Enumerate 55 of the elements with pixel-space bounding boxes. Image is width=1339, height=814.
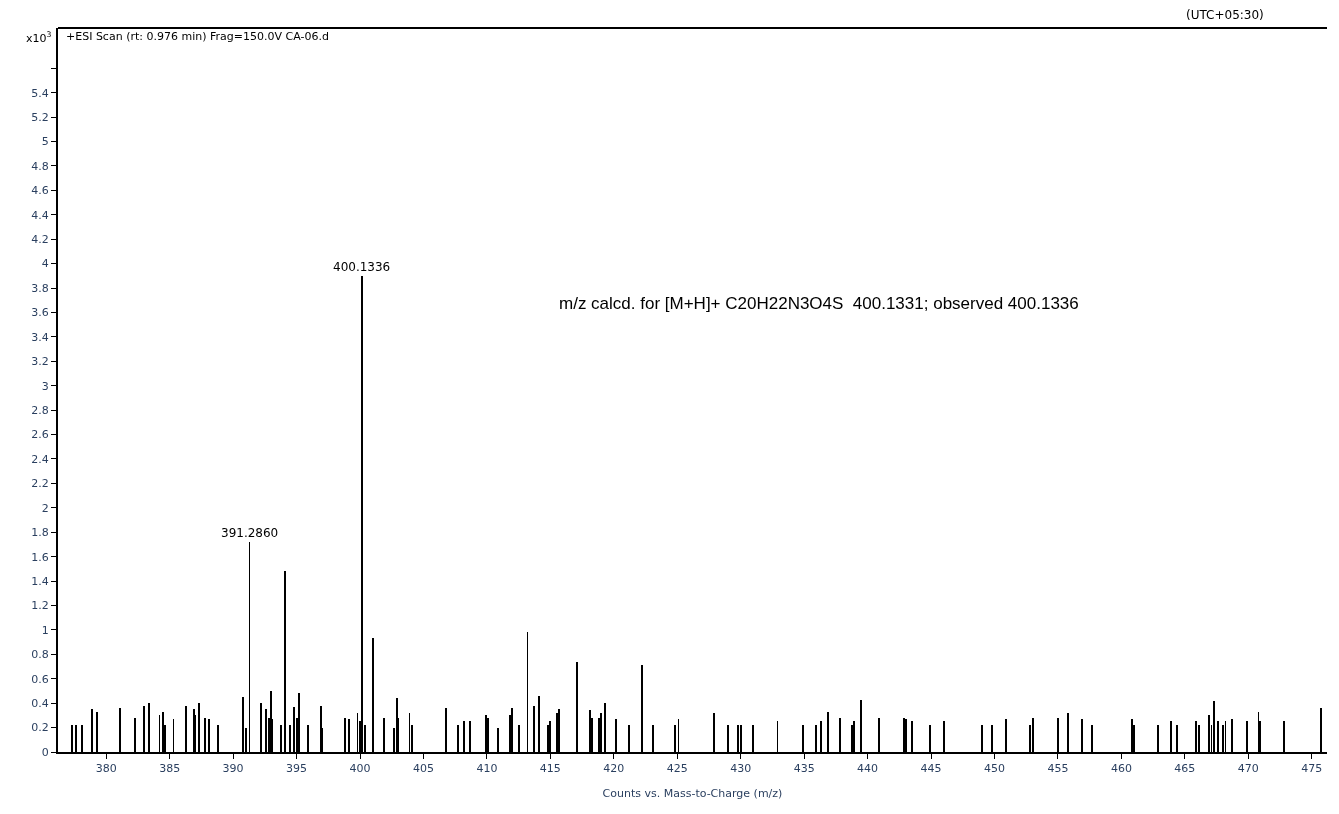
y-tick-label: 1.4 [31, 574, 49, 588]
y-tick-label: 4 [41, 257, 49, 271]
x-tick-label: 470 [1237, 762, 1259, 776]
y-tick-label: 0.2 [31, 721, 49, 735]
x-tick-label: 435 [793, 762, 815, 776]
y-axis-title: x10$^{3}$ [26, 30, 52, 45]
y-tick-label: 1.8 [31, 526, 49, 540]
annotation: 400.1336 [333, 260, 391, 274]
x-tick-label: 385 [159, 762, 181, 776]
y-tick-label: 1 [41, 623, 49, 637]
x-tick-label: 410 [476, 762, 498, 776]
x-tick-label: 400 [349, 762, 371, 776]
y-tick-label: 0.4 [31, 697, 49, 711]
y-tick-label: 0.8 [31, 648, 49, 662]
y-tick-label: 4.2 [31, 233, 49, 247]
y-tick-label: 5.2 [31, 110, 49, 124]
x-tick-label: 445 [920, 762, 942, 776]
y-tick-label: 0 [41, 745, 49, 759]
y-tick-label: 5 [41, 135, 49, 149]
x-tick-label: 465 [1174, 762, 1196, 776]
x-tick-label: 430 [730, 762, 752, 776]
x-tick-label: 425 [666, 762, 688, 776]
annotation: 391.2860 [221, 526, 279, 540]
y-tick-label: 2.2 [31, 477, 49, 491]
y-tick-label: 2.6 [31, 428, 49, 442]
x-tick-label: 460 [1110, 762, 1132, 776]
x-tick-label: 380 [95, 762, 117, 776]
y-tick-label: 1.2 [31, 599, 49, 613]
y-tick-label: 3.8 [31, 281, 49, 295]
y-tick-label: 3 [41, 379, 49, 393]
x-tick-label: 415 [539, 762, 561, 776]
x-tick-label: 440 [857, 762, 879, 776]
y-tick-label: 3.2 [31, 355, 49, 369]
x-tick-label: 390 [222, 762, 244, 776]
y-tick-label: 2.8 [31, 404, 49, 417]
text: (UTC+05:30) [1186, 8, 1264, 22]
x-tick-label: 395 [286, 762, 308, 776]
y-tick-label: 3.6 [31, 306, 49, 320]
y-tick-label: 4.8 [31, 159, 49, 173]
y-tick-label: 4.4 [31, 208, 49, 222]
annotation: m/z calcd. for [M+H]+ C20H22N3O4S 400.1331; observed 400.1336 [559, 294, 1079, 313]
y-tick-label: 0.6 [31, 672, 49, 686]
y-tick-label: 5.4 [31, 86, 49, 100]
x-tick-label: 475 [1301, 762, 1323, 776]
y-tick-label: 4.6 [31, 184, 49, 198]
y-tick-label: 1.6 [31, 550, 49, 564]
y-tick-label: 2.4 [31, 452, 49, 466]
x-tick-label: 450 [984, 762, 1006, 776]
y-tick-label: 2 [41, 501, 49, 515]
x-tick-label: 405 [412, 762, 434, 776]
x-tick-label: 455 [1047, 762, 1069, 776]
x-tick-label: 420 [603, 762, 625, 776]
x-axis-title: Counts vs. Mass-to-Charge (m/z) [602, 786, 783, 800]
chart-title: +ESI Scan (rt: 0.976 min) Frag=150.0V CA-06.d [66, 30, 329, 43]
y-tick-label: 3.4 [31, 330, 49, 344]
